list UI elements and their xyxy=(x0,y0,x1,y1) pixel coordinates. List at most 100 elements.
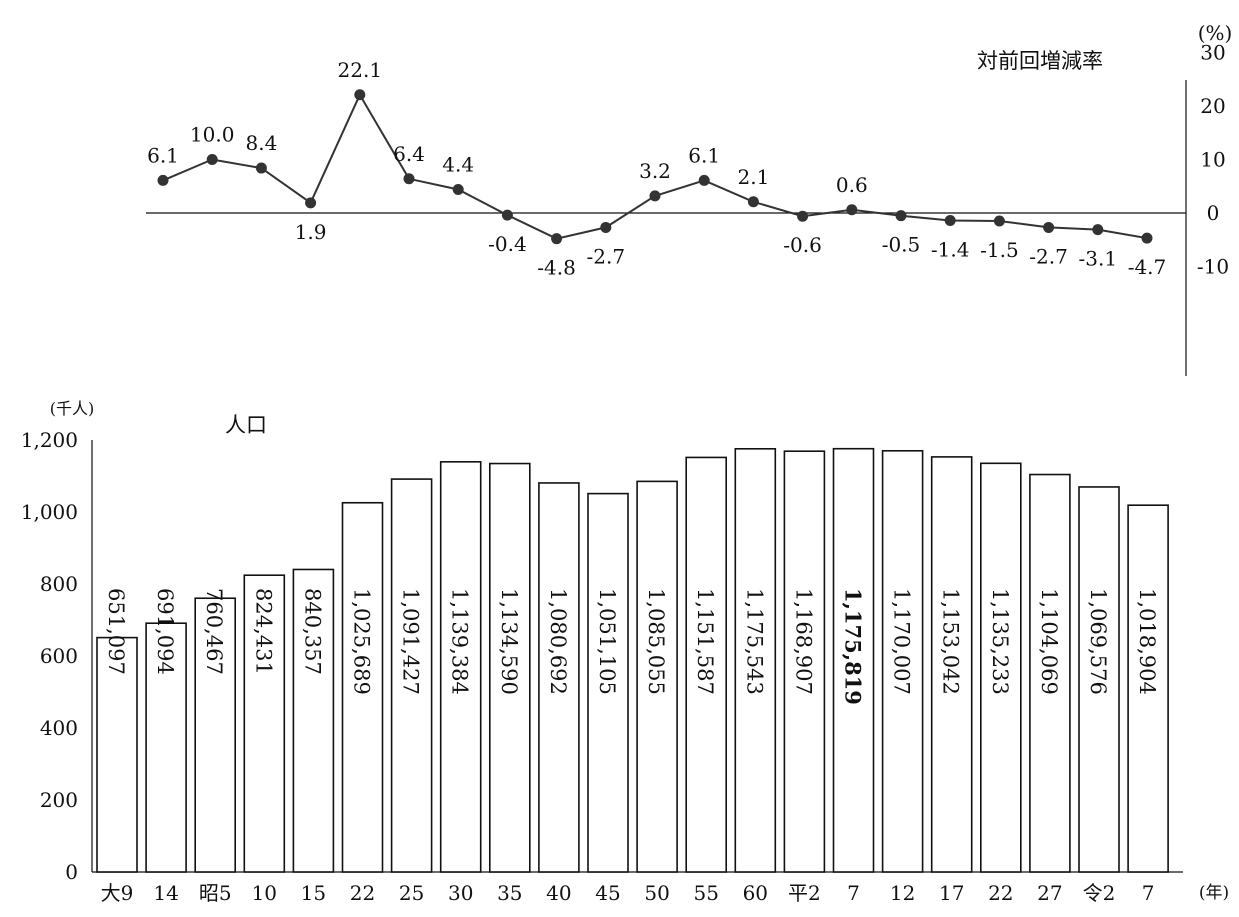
population-value-label: 651,097 xyxy=(104,588,128,675)
rate-tick-label: 20 xyxy=(1200,94,1225,118)
population-bar-chart: (千人) 人口 0 200 400 600 800 1,000 1,200 651,097 6… xyxy=(21,399,1229,905)
population-value-label: 1,104,069 xyxy=(1037,588,1061,695)
population-value-label: 1,135,233 xyxy=(988,588,1012,695)
population-value-label: 760,467 xyxy=(202,588,226,675)
rate-data-label: -2.7 xyxy=(587,244,626,268)
population-value-label: 824,431 xyxy=(251,588,275,675)
population-bar xyxy=(783,450,826,873)
population-value-label: 1,134,590 xyxy=(497,588,521,695)
rate-data-label: 6.1 xyxy=(688,143,720,167)
rate-point xyxy=(206,154,218,165)
rate-data-label: -4.7 xyxy=(1128,255,1167,279)
population-bar xyxy=(685,456,728,873)
population-value-label: 1,151,587 xyxy=(693,588,717,695)
rate-point xyxy=(452,183,464,195)
rate-data-label: -3.1 xyxy=(1079,247,1118,271)
population-bar xyxy=(832,447,875,873)
rate-data-label: 4.4 xyxy=(442,152,474,176)
year-tick-label: 14 xyxy=(153,881,178,905)
population-value-label: 1,069,576 xyxy=(1086,588,1110,695)
population-bar xyxy=(1078,486,1120,873)
population-bar xyxy=(587,492,629,873)
rate-data-label: -0.4 xyxy=(488,232,527,256)
rate-point xyxy=(649,190,661,202)
pop-tick-label: 1,200 xyxy=(21,428,78,452)
pop-chart-title: 人口 xyxy=(225,413,267,437)
rate-data-label: -2.7 xyxy=(1029,244,1068,268)
year-tick-label: 7 xyxy=(847,881,860,905)
year-tick-label: 35 xyxy=(497,881,522,905)
population-bar xyxy=(243,574,286,873)
rate-data-label: -4.8 xyxy=(537,256,576,280)
rate-chart-title: 対前回増減率 xyxy=(977,49,1103,73)
rate-data-label: 8.4 xyxy=(245,131,277,155)
population-bar xyxy=(145,622,187,873)
rate-data-label: -0.6 xyxy=(783,233,822,257)
year-tick-label: 平2 xyxy=(788,881,821,905)
rate-point xyxy=(157,174,169,186)
rate-data-label: 3.2 xyxy=(639,159,671,183)
year-tick-label: 22 xyxy=(988,881,1013,905)
population-value-label: 1,170,007 xyxy=(890,588,914,695)
rate-data-label: 0.6 xyxy=(836,173,868,197)
year-tick-label: 45 xyxy=(595,881,620,905)
year-tick-label: 10 xyxy=(252,881,277,905)
population-bar xyxy=(538,482,580,873)
rate-data-label: -0.5 xyxy=(882,233,921,257)
rate-point xyxy=(698,174,710,186)
population-value-label: 1,018,904 xyxy=(1135,588,1159,695)
rate-data-label: 1.9 xyxy=(295,220,327,244)
year-tick-label: 40 xyxy=(546,881,571,905)
rate-point xyxy=(551,233,563,245)
year-tick-label: 55 xyxy=(693,881,718,905)
population-bar xyxy=(734,448,777,873)
population-value-label: 1,168,907 xyxy=(791,588,815,695)
rate-point xyxy=(1092,224,1104,236)
rate-point xyxy=(895,210,907,222)
year-tick-label: 昭5 xyxy=(199,881,232,905)
year-tick-label: 50 xyxy=(644,881,669,905)
year-tick-label: 60 xyxy=(743,881,768,905)
rate-point xyxy=(1043,221,1055,233)
population-value-label: 1,139,384 xyxy=(448,588,472,695)
population-bar xyxy=(96,636,138,873)
rate-point xyxy=(1141,232,1153,244)
population-bar xyxy=(341,501,384,873)
population-value-label: 691,094 xyxy=(153,588,177,675)
rate-point xyxy=(797,210,809,222)
population-bar xyxy=(881,449,924,873)
population-value-label: 840,357 xyxy=(300,588,324,675)
year-tick-label: 令2 xyxy=(1083,881,1116,905)
year-tick-label: 30 xyxy=(448,881,473,905)
year-tick-label: 12 xyxy=(890,881,915,905)
rate-point xyxy=(993,215,1005,227)
population-bar xyxy=(390,478,433,873)
growth-rate-chart: (%) 対前回増減率 30 20 10 0 -10 6.1 10.0 8.4 1.9 22.1 6… xyxy=(146,21,1232,376)
rate-point xyxy=(846,204,858,216)
pop-tick-label: 1,000 xyxy=(21,500,78,524)
rate-unit-label: (%) xyxy=(1198,21,1233,45)
rate-point xyxy=(354,89,366,101)
pop-tick-label: 800 xyxy=(40,572,78,596)
rate-point xyxy=(255,162,267,174)
rate-data-label: 6.4 xyxy=(393,142,425,166)
rate-tick-label: 0 xyxy=(1207,201,1220,225)
population-value-label: 1,025,689 xyxy=(350,588,374,695)
rate-data-label: 6.1 xyxy=(147,143,179,167)
population-value-label: 1,153,042 xyxy=(939,588,963,695)
population-bar xyxy=(636,480,678,873)
population-bar xyxy=(439,461,482,873)
rate-tick-label: 10 xyxy=(1200,148,1225,172)
rate-point xyxy=(747,196,759,208)
rate-tick-label: 30 xyxy=(1200,41,1225,65)
population-bar xyxy=(930,456,973,873)
year-tick-label: 大9 xyxy=(101,881,134,905)
pop-tick-label: 600 xyxy=(40,644,78,668)
rate-data-label: 10.0 xyxy=(190,123,235,147)
population-bar xyxy=(1029,473,1071,873)
rate-point xyxy=(944,214,956,226)
rate-point xyxy=(501,209,513,221)
population-value-label: 1,091,427 xyxy=(399,588,423,695)
pop-tick-label: 0 xyxy=(65,860,78,884)
